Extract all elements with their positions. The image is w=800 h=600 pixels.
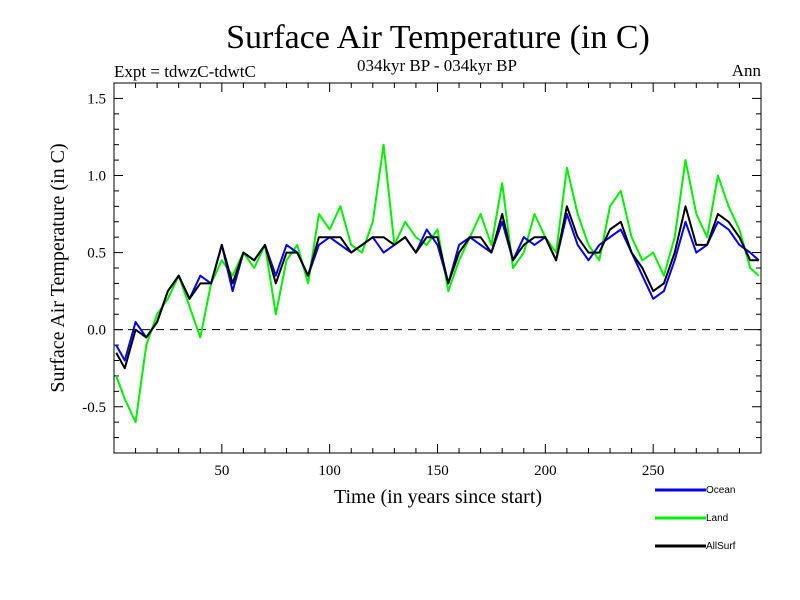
series-lines xyxy=(115,143,760,424)
axis-ticks xyxy=(114,83,761,453)
y-axis-label: Surface Air Temperature (in C) xyxy=(47,143,69,392)
x-tick-label: 50 xyxy=(214,463,229,479)
y-tick-label: 1.5 xyxy=(87,91,106,107)
series-line-ocean xyxy=(115,213,760,362)
legend-label-land: Land xyxy=(706,513,728,524)
season-label: Ann xyxy=(732,61,762,80)
x-tick-label: 200 xyxy=(534,463,557,479)
y-tick-label: -0.5 xyxy=(82,400,106,416)
plot-frame xyxy=(113,82,762,454)
y-tick-label: 0.5 xyxy=(87,246,106,262)
x-tick-label: 250 xyxy=(642,463,665,479)
y-tick-label: 0.0 xyxy=(87,323,106,339)
x-tick-label: 150 xyxy=(426,463,449,479)
axis-tick-labels: 50 100 150 200 250 -0.5 0.0 0.5 1.0 1.5 xyxy=(82,91,664,479)
y-tick-label: 1.0 xyxy=(87,169,106,185)
legend: Ocean Land AllSurf xyxy=(655,485,736,552)
series-line-allsurf xyxy=(115,205,759,370)
x-axis-label: Time (in years since start) xyxy=(334,486,542,508)
legend-label-ocean: Ocean xyxy=(706,485,735,496)
chart-title: Surface Air Temperature (in C) xyxy=(226,19,650,56)
period-label: 034kyr BP - 034kyr BP xyxy=(357,56,517,75)
x-tick-label: 100 xyxy=(318,463,341,479)
legend-label-allsurf: AllSurf xyxy=(706,541,736,552)
experiment-label: Expt = tdwzC-tdwtC xyxy=(114,62,256,81)
series-line-land xyxy=(115,143,760,424)
